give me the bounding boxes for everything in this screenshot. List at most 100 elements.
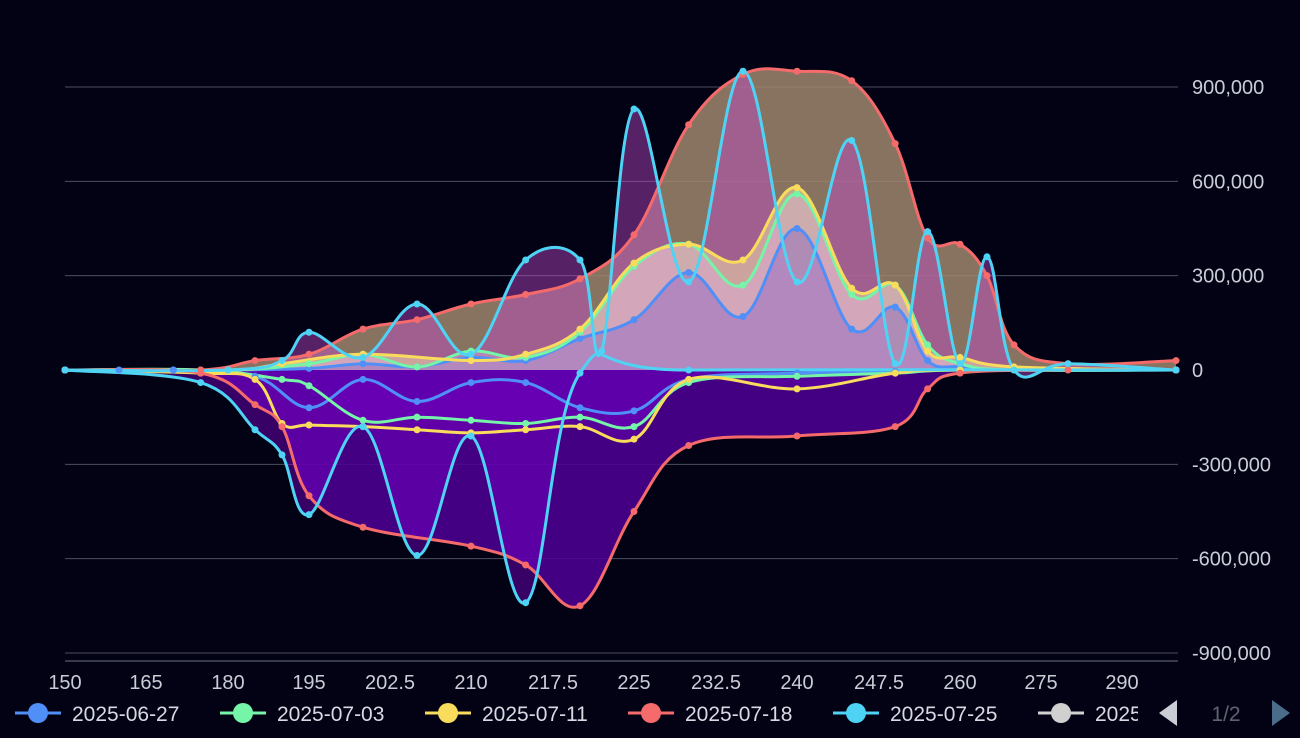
data-point[interactable]: [793, 372, 801, 380]
data-point[interactable]: [305, 492, 313, 500]
data-point[interactable]: [359, 523, 367, 531]
data-point[interactable]: [848, 325, 856, 333]
data-point[interactable]: [924, 357, 932, 365]
data-point[interactable]: [576, 423, 584, 431]
data-point[interactable]: [1064, 360, 1072, 368]
data-point[interactable]: [224, 366, 232, 374]
data-point[interactable]: [983, 272, 991, 280]
data-point[interactable]: [793, 190, 801, 198]
data-point[interactable]: [983, 253, 991, 261]
data-point[interactable]: [685, 278, 693, 286]
data-point[interactable]: [359, 325, 367, 333]
data-point[interactable]: [630, 407, 638, 415]
legend-item[interactable]: 2025-08-01: [1038, 703, 1202, 726]
data-point[interactable]: [413, 397, 421, 405]
data-point[interactable]: [576, 602, 584, 610]
data-point[interactable]: [598, 347, 606, 355]
data-point[interactable]: [924, 341, 932, 349]
data-point[interactable]: [1172, 357, 1180, 365]
data-point[interactable]: [467, 416, 475, 424]
data-point[interactable]: [522, 350, 530, 358]
data-point[interactable]: [576, 369, 584, 377]
data-point[interactable]: [630, 508, 638, 515]
data-point[interactable]: [359, 423, 367, 431]
data-point[interactable]: [305, 404, 313, 412]
data-point[interactable]: [467, 379, 475, 387]
data-point[interactable]: [522, 419, 530, 427]
data-point[interactable]: [251, 357, 259, 365]
data-point[interactable]: [793, 67, 801, 75]
data-point[interactable]: [169, 366, 177, 374]
legend-item[interactable]: 2025-07-11: [425, 703, 588, 726]
data-point[interactable]: [1064, 366, 1072, 374]
data-point[interactable]: [848, 284, 856, 292]
data-point[interactable]: [891, 281, 899, 289]
data-point[interactable]: [793, 385, 801, 393]
data-point[interactable]: [359, 360, 367, 368]
data-point[interactable]: [576, 335, 584, 343]
data-point[interactable]: [413, 316, 421, 324]
data-point[interactable]: [197, 379, 205, 387]
data-point[interactable]: [413, 363, 421, 371]
data-point[interactable]: [278, 357, 286, 365]
data-point[interactable]: [467, 300, 475, 308]
data-point[interactable]: [305, 328, 313, 336]
data-point[interactable]: [891, 303, 899, 311]
data-point[interactable]: [924, 228, 932, 236]
data-point[interactable]: [576, 275, 584, 283]
data-point[interactable]: [891, 360, 899, 368]
data-point[interactable]: [278, 423, 286, 431]
data-point[interactable]: [278, 375, 286, 383]
data-point[interactable]: [197, 369, 205, 377]
data-point[interactable]: [793, 278, 801, 286]
data-point[interactable]: [891, 423, 899, 431]
data-point[interactable]: [359, 353, 367, 361]
data-point[interactable]: [956, 369, 964, 377]
data-point[interactable]: [576, 404, 584, 412]
data-point[interactable]: [924, 385, 932, 393]
data-point[interactable]: [251, 401, 259, 409]
data-point[interactable]: [305, 382, 313, 390]
data-point[interactable]: [305, 350, 313, 358]
data-point[interactable]: [115, 366, 123, 374]
data-point[interactable]: [1010, 366, 1018, 374]
data-point[interactable]: [522, 426, 530, 434]
data-point[interactable]: [522, 599, 530, 607]
data-point[interactable]: [630, 231, 638, 239]
data-point[interactable]: [522, 256, 530, 264]
data-point[interactable]: [956, 353, 964, 361]
data-point[interactable]: [630, 423, 638, 431]
data-point[interactable]: [413, 300, 421, 308]
data-point[interactable]: [848, 291, 856, 299]
data-point[interactable]: [956, 240, 964, 248]
legend-prev-page-icon[interactable]: [1159, 700, 1177, 726]
data-point[interactable]: [793, 184, 801, 192]
data-point[interactable]: [848, 136, 856, 144]
data-point[interactable]: [685, 441, 693, 449]
data-point[interactable]: [630, 105, 638, 113]
data-point[interactable]: [305, 421, 313, 429]
data-point[interactable]: [359, 416, 367, 424]
legend-item[interactable]: 2025-07-25: [833, 703, 997, 726]
data-point[interactable]: [739, 313, 747, 321]
data-point[interactable]: [793, 225, 801, 232]
legend-item[interactable]: 2025-06-27: [15, 703, 179, 726]
data-point[interactable]: [413, 413, 421, 421]
data-point[interactable]: [739, 281, 747, 289]
data-point[interactable]: [891, 369, 899, 377]
data-point[interactable]: [522, 379, 530, 387]
data-point[interactable]: [251, 375, 259, 383]
data-point[interactable]: [685, 269, 693, 277]
legend-item[interactable]: 2025-07-03: [220, 703, 384, 726]
data-point[interactable]: [956, 360, 964, 368]
data-point[interactable]: [793, 432, 801, 440]
data-point[interactable]: [685, 366, 693, 374]
data-point[interactable]: [685, 121, 693, 129]
legend-next-page-icon[interactable]: [1272, 700, 1290, 726]
data-point[interactable]: [467, 542, 475, 550]
legend[interactable]: 2025-06-27 2025-07-03 2025-07-11 2025-07-18…: [15, 700, 1290, 726]
data-point[interactable]: [630, 435, 638, 443]
data-point[interactable]: [522, 561, 530, 569]
data-point[interactable]: [522, 291, 530, 299]
data-point[interactable]: [467, 357, 475, 365]
